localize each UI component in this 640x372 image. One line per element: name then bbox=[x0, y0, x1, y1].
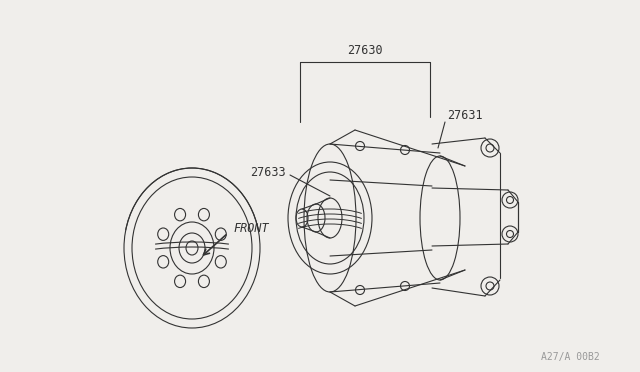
Text: 27631: 27631 bbox=[447, 109, 483, 122]
Text: 27630: 27630 bbox=[347, 44, 383, 57]
Text: FRONT: FRONT bbox=[233, 221, 269, 234]
Text: 27633: 27633 bbox=[250, 166, 285, 179]
Text: A27/A 00B2: A27/A 00B2 bbox=[541, 352, 600, 362]
